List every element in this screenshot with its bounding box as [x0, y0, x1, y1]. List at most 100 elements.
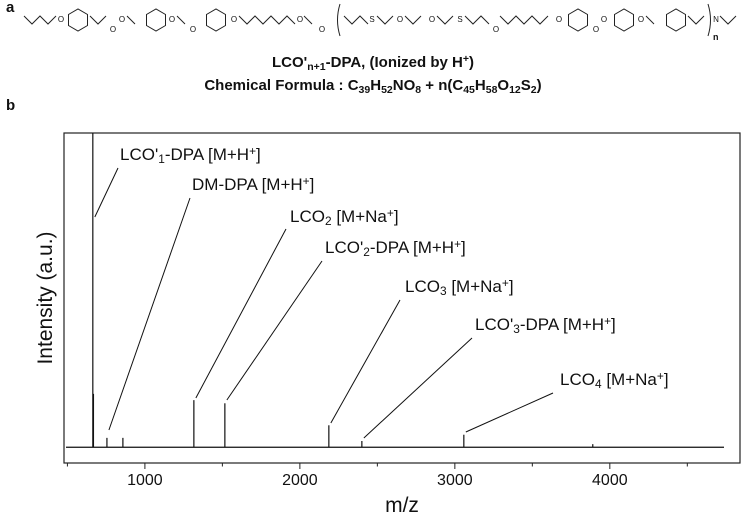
annotation-leader — [94, 167, 119, 218]
annotation-part: + — [303, 174, 310, 188]
x-tick-label: 1000 — [127, 472, 163, 489]
chain — [238, 15, 296, 25]
annotation: LCO4 [M+Na+] — [560, 369, 669, 391]
caption-part: O — [497, 77, 509, 94]
ring — [568, 8, 588, 32]
annotation: LCO'1-DPA [M+H+] — [120, 144, 261, 166]
annotation-part: 2 — [325, 214, 332, 228]
atom-label: O — [119, 15, 125, 24]
chain — [176, 15, 186, 25]
annotation-part: [M+Na — [602, 370, 658, 389]
caption-part: 39 — [359, 84, 371, 96]
annotation-part: -DPA [M+H — [520, 315, 604, 334]
annotation-part: + — [454, 237, 461, 251]
atom-label: O — [169, 15, 175, 24]
chain — [303, 15, 313, 25]
plot-frame — [63, 132, 741, 464]
caption-part: H — [475, 77, 486, 94]
chain — [499, 15, 549, 25]
ring — [614, 8, 634, 32]
atom-label: O — [429, 15, 435, 24]
chain — [687, 15, 705, 25]
chain — [719, 15, 737, 25]
caption-part: ) — [537, 77, 542, 94]
atom-label: O — [319, 25, 325, 34]
atom-label: O — [638, 15, 644, 24]
atom-label: S — [369, 15, 374, 24]
annotation-part: ] — [611, 315, 616, 334]
atom-label: O — [601, 15, 607, 24]
chain — [376, 15, 394, 25]
annotation-part: ] — [394, 207, 399, 226]
annotation-leader — [330, 299, 401, 424]
caption: LCO'n+1-DPA, (Ionized by H+) — [272, 53, 474, 73]
annotation-part: ] — [461, 238, 466, 257]
chain — [89, 15, 107, 25]
atom-label: O — [493, 25, 499, 34]
x-axis-label: m/z — [385, 494, 419, 517]
atom-label: O — [110, 25, 116, 34]
annotation-part: ] — [256, 145, 261, 164]
chain — [464, 15, 490, 25]
annotation-part: 4 — [595, 377, 602, 391]
caption: Chemical Formula : C39H52NO8 + n(C45H58O… — [204, 77, 541, 96]
annotation-part: ] — [310, 175, 315, 194]
atom-label: O — [297, 15, 303, 24]
bracket — [707, 3, 711, 37]
annotation-part: -DPA [M+H — [370, 238, 454, 257]
panel-label: a — [6, 0, 15, 16]
chain — [404, 15, 422, 25]
annotation-part: LCO' — [325, 238, 363, 257]
caption-part: 12 — [509, 84, 521, 96]
annotation-part: LCO' — [120, 145, 158, 164]
caption-part: n+1 — [307, 61, 326, 73]
caption-part: Chemical Formula : C — [204, 77, 358, 94]
repeat-label: n — [713, 32, 719, 42]
annotation: LCO'3-DPA [M+H+] — [475, 314, 616, 336]
chain — [645, 15, 655, 25]
atom-label: O — [190, 25, 196, 34]
annotation-part: 1 — [158, 152, 165, 166]
annotation-part: + — [249, 144, 256, 158]
annotation-part: 2 — [363, 245, 370, 259]
annotation-leader — [363, 337, 473, 439]
annotation-part: -DPA [M+H — [165, 145, 249, 164]
annotation-leader — [226, 260, 323, 401]
ring — [68, 8, 88, 32]
caption-part: 8 — [415, 84, 421, 96]
caption-part: 58 — [486, 84, 498, 96]
annotation-part: ] — [509, 277, 514, 296]
chain — [436, 15, 454, 25]
caption-part: 45 — [463, 84, 475, 96]
caption-part: + — [463, 53, 469, 65]
chain — [343, 15, 369, 25]
annotation: LCO3 [M+Na+] — [405, 276, 514, 298]
ring — [666, 8, 686, 32]
chain — [126, 15, 136, 25]
chain — [23, 15, 57, 25]
x-tick-label: 3000 — [437, 472, 473, 489]
annotation-part: LCO — [290, 207, 325, 226]
annotation-part: + — [387, 206, 394, 220]
annotation-part: 3 — [440, 284, 447, 298]
x-tick-label: 4000 — [592, 472, 628, 489]
panel-label: b — [6, 97, 15, 114]
annotation-part: LCO — [405, 277, 440, 296]
caption-part: + n(C — [421, 77, 463, 94]
ring — [146, 8, 166, 32]
caption-part: LCO' — [272, 54, 307, 71]
atom-label: O — [231, 15, 237, 24]
annotation: LCO2 [M+Na+] — [290, 206, 399, 228]
atom-label: N — [713, 15, 719, 24]
atom-label: O — [397, 15, 403, 24]
ring — [206, 8, 226, 32]
annotation-leader — [465, 392, 554, 433]
atom-label: O — [593, 25, 599, 34]
caption-part: ) — [469, 54, 474, 71]
annotation: LCO'2-DPA [M+H+] — [325, 237, 466, 259]
annotation-leader — [108, 197, 191, 431]
annotation-part: + — [502, 276, 509, 290]
x-tick-label: 2000 — [282, 472, 318, 489]
annotation-part: ] — [664, 370, 669, 389]
